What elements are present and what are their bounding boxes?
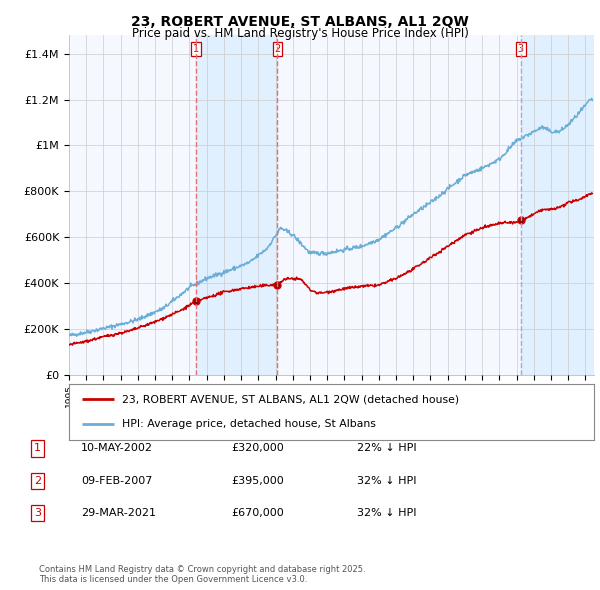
Text: £395,000: £395,000 bbox=[231, 476, 284, 486]
Bar bbox=[521, 35, 594, 375]
Text: 32% ↓ HPI: 32% ↓ HPI bbox=[357, 476, 416, 486]
Bar bbox=[196, 35, 277, 375]
Text: 22% ↓ HPI: 22% ↓ HPI bbox=[357, 444, 416, 453]
Text: Price paid vs. HM Land Registry's House Price Index (HPI): Price paid vs. HM Land Registry's House … bbox=[131, 27, 469, 40]
Text: 1: 1 bbox=[193, 44, 199, 54]
Text: 23, ROBERT AVENUE, ST ALBANS, AL1 2QW (detached house): 23, ROBERT AVENUE, ST ALBANS, AL1 2QW (d… bbox=[121, 394, 458, 404]
Text: 09-FEB-2007: 09-FEB-2007 bbox=[81, 476, 152, 486]
Text: HPI: Average price, detached house, St Albans: HPI: Average price, detached house, St A… bbox=[121, 419, 376, 429]
Text: 2: 2 bbox=[34, 476, 41, 486]
Text: 29-MAR-2021: 29-MAR-2021 bbox=[81, 509, 156, 518]
Text: 3: 3 bbox=[518, 44, 524, 54]
Text: 3: 3 bbox=[34, 509, 41, 518]
Text: £670,000: £670,000 bbox=[231, 509, 284, 518]
Text: 1: 1 bbox=[34, 444, 41, 453]
Text: 23, ROBERT AVENUE, ST ALBANS, AL1 2QW: 23, ROBERT AVENUE, ST ALBANS, AL1 2QW bbox=[131, 15, 469, 29]
Text: 10-MAY-2002: 10-MAY-2002 bbox=[81, 444, 153, 453]
Text: 32% ↓ HPI: 32% ↓ HPI bbox=[357, 509, 416, 518]
Text: £320,000: £320,000 bbox=[231, 444, 284, 453]
Text: 2: 2 bbox=[274, 44, 281, 54]
Text: Contains HM Land Registry data © Crown copyright and database right 2025.
This d: Contains HM Land Registry data © Crown c… bbox=[39, 565, 365, 584]
